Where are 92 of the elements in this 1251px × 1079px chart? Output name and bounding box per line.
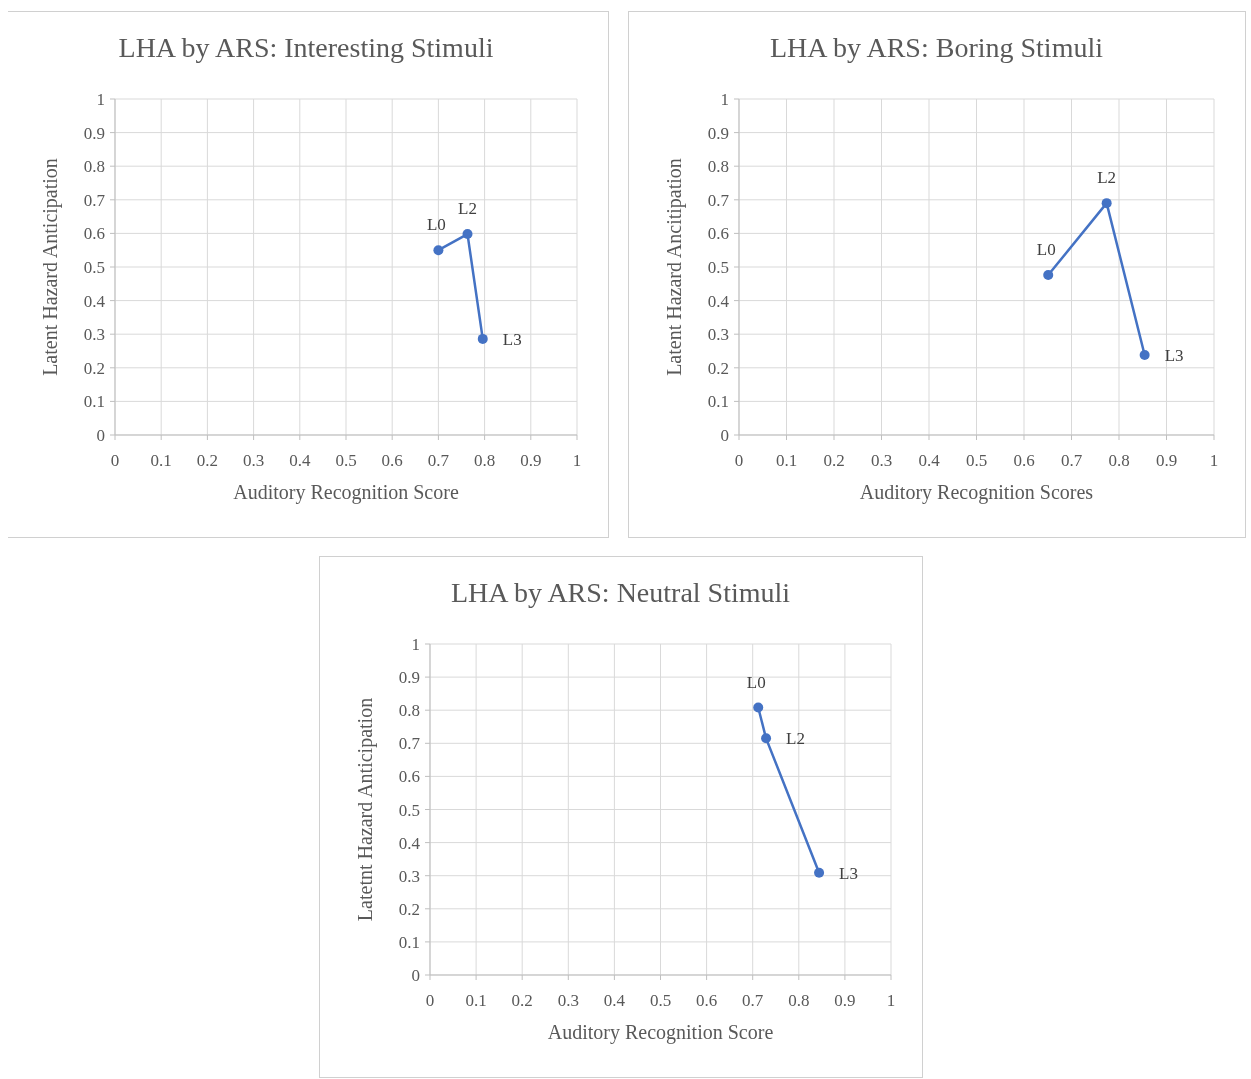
point: [462, 229, 473, 240]
x-tick-label: 0: [110, 451, 120, 470]
x-tick-label: 0.9: [834, 991, 856, 1010]
y-tick-label: 0.8: [398, 701, 420, 721]
point: [1043, 270, 1054, 281]
x-tick-label: 1: [1209, 451, 1219, 470]
point: [761, 733, 772, 744]
y-tick-label: 0.4: [83, 291, 106, 311]
point: [433, 245, 444, 256]
x-tick-label: 0.8: [1108, 451, 1130, 470]
x-tick-label: 0.6: [1013, 451, 1035, 470]
y-tick-label: 0.2: [83, 358, 105, 378]
annotation: L0: [426, 215, 446, 235]
y-tick-label: 0.1: [398, 932, 420, 952]
x-tick-label: 0.1: [775, 451, 798, 470]
x-tick-label: 0.7: [427, 451, 450, 470]
y-tick-label: 1: [96, 90, 105, 109]
y-tick-label: 0.3: [83, 325, 105, 345]
annotation: L0: [746, 672, 766, 692]
y-tick-label: 0.3: [398, 866, 420, 886]
chart-title: LHA by ARS: Interesting Stimuli: [118, 32, 494, 63]
y-axis-title: Latetnt Hazard Anticipation: [354, 697, 377, 922]
x-tick-label: 1: [886, 991, 896, 1010]
y-tick-label: 0.5: [83, 258, 105, 277]
y-axis-title: Latent Hazard Ancitipation: [663, 158, 686, 376]
x-tick-label: 0.7: [742, 991, 764, 1010]
chart-title: LHA by ARS: Neutral Stimuli: [450, 577, 791, 608]
x-tick-label: 0: [425, 991, 435, 1010]
x-tick-label: 1: [572, 451, 582, 470]
y-tick-label: 0.2: [398, 899, 420, 919]
y-tick-label: 0.6: [398, 767, 420, 787]
chart-title: LHA by ARS: Boring Stimuli: [770, 32, 1104, 63]
point: [753, 702, 764, 713]
point: [814, 867, 825, 878]
annotation: L3: [1164, 346, 1184, 366]
x-tick-label: 0.1: [465, 991, 487, 1010]
y-tick-label: 0.7: [83, 190, 106, 210]
point: [1139, 350, 1150, 361]
y-axis-title: Latent Hazard Anticipation: [39, 158, 62, 376]
y-tick-label: 0.2: [707, 358, 729, 378]
x-axis-title: Auditory Recognition Score: [233, 481, 459, 504]
y-tick-label: 0.9: [83, 123, 105, 143]
point: [477, 333, 488, 344]
annotation: L3: [839, 863, 858, 883]
annotation: L0: [1036, 240, 1056, 260]
x-tick-label: 0.2: [196, 451, 219, 470]
y-tick-label: 0.1: [707, 392, 729, 412]
x-tick-label: 0.3: [242, 451, 265, 470]
y-tick-label: 1: [411, 635, 420, 654]
x-axis-title: Auditory Recognition Scores: [859, 481, 1094, 504]
x-tick-label: 0.2: [511, 991, 533, 1010]
y-tick-label: 0.6: [707, 224, 729, 244]
x-tick-label: 0.6: [381, 451, 403, 470]
x-tick-label: 0.7: [1060, 451, 1083, 470]
x-tick-label: 0.9: [1155, 451, 1178, 470]
x-tick-label: 0.4: [918, 451, 941, 470]
x-tick-label: 0.1: [150, 451, 172, 470]
x-tick-label: 0: [734, 451, 744, 470]
y-tick-label: 0.6: [83, 224, 105, 244]
y-tick-label: 0.1: [83, 392, 105, 412]
x-tick-label: 0.5: [649, 991, 672, 1010]
y-tick-label: 0.8: [83, 157, 105, 177]
x-tick-label: 0.8: [473, 451, 496, 470]
annotation: L2: [1097, 168, 1117, 188]
annotation: L2: [458, 199, 477, 219]
x-tick-label: 0.9: [520, 451, 542, 470]
y-tick-label: 0.5: [398, 800, 420, 820]
annotation: L2: [786, 729, 805, 749]
x-tick-label: 0.4: [603, 991, 626, 1010]
y-tick-label: 0.9: [398, 668, 420, 688]
x-tick-label: 0.5: [335, 451, 357, 470]
annotation: L3: [502, 329, 522, 349]
y-tick-label: 0.9: [707, 123, 729, 143]
x-tick-label: 0.8: [788, 991, 810, 1010]
y-tick-label: 0.4: [707, 291, 730, 311]
y-tick-label: 0.7: [398, 734, 421, 754]
x-tick-label: 0.4: [289, 451, 311, 470]
y-tick-label: 0.4: [398, 833, 421, 853]
point: [1101, 198, 1112, 209]
y-tick-label: 0: [411, 966, 420, 985]
y-tick-label: 0.7: [707, 190, 730, 210]
x-tick-label: 0.3: [870, 451, 893, 470]
y-tick-label: 0: [720, 426, 729, 445]
y-tick-label: 0.8: [707, 157, 729, 177]
y-tick-label: 0.3: [707, 325, 729, 345]
x-tick-label: 0.3: [557, 991, 579, 1010]
y-tick-label: 0.5: [707, 258, 729, 277]
y-tick-label: 1: [720, 90, 729, 109]
x-tick-label: 0.2: [823, 451, 845, 470]
y-tick-label: 0: [96, 426, 105, 445]
x-axis-title: Auditory Recognition Score: [547, 1021, 774, 1044]
x-tick-label: 0.5: [965, 451, 988, 470]
